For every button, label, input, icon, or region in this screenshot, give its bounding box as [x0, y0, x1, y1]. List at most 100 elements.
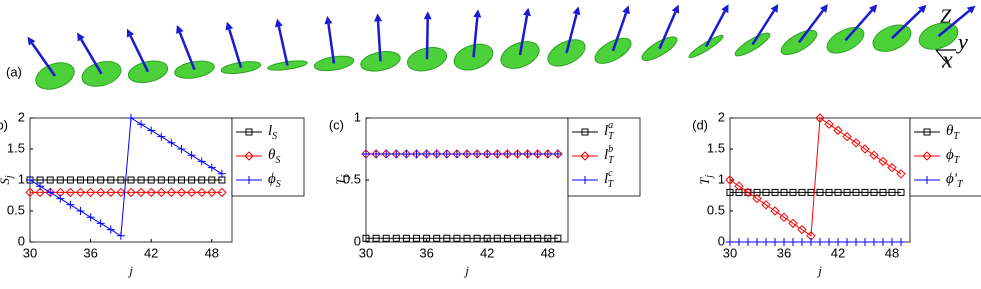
marker [762, 188, 770, 196]
marker [117, 176, 125, 184]
legend: la Tlb Tlc T [567, 117, 641, 197]
marker [116, 187, 126, 198]
label-sub: T [608, 131, 615, 142]
marker [816, 238, 824, 246]
marker [402, 149, 411, 158]
spin-glyph [872, 4, 927, 52]
marker [177, 145, 186, 153]
marker [127, 176, 135, 184]
spin-glyph [547, 6, 586, 67]
marker [815, 113, 825, 123]
arrow-shaft [937, 9, 971, 38]
y-axis-label: Tj [333, 175, 351, 185]
marker [888, 238, 896, 246]
arrow-shaft [129, 35, 150, 73]
marker [887, 162, 897, 173]
marker [580, 151, 590, 161]
spin-glyph [77, 32, 122, 87]
marker [798, 238, 806, 246]
marker [752, 193, 762, 204]
marker [524, 234, 532, 242]
marker [860, 144, 870, 154]
x-axis-label: j [816, 263, 822, 278]
marker [503, 234, 511, 242]
panel-label: (a) [6, 64, 22, 79]
marker [861, 238, 869, 246]
marker [869, 150, 879, 160]
x-tick-label: 42 [831, 245, 845, 260]
marker [66, 176, 74, 184]
marker [95, 187, 106, 198]
marker [147, 176, 155, 184]
legend-label: θT [946, 123, 960, 142]
marker [208, 176, 216, 184]
label-base: θ [268, 147, 276, 163]
label-sub: S [275, 155, 280, 166]
legend-label: lS [268, 123, 277, 142]
label-base: θ [946, 123, 954, 139]
marker [473, 234, 481, 242]
marker [816, 188, 824, 196]
marker [725, 175, 735, 185]
marker [137, 120, 146, 129]
marker [453, 234, 461, 242]
marker [870, 238, 878, 246]
arrow-head [869, 4, 878, 13]
label-sub: S [276, 179, 281, 190]
marker [923, 176, 931, 184]
spin-glyph [267, 18, 308, 71]
marker [771, 238, 779, 246]
marker [789, 238, 797, 246]
label-sub: T [953, 131, 960, 142]
marker [77, 176, 84, 184]
marker [843, 188, 851, 196]
marker [106, 225, 115, 234]
marker [106, 187, 116, 198]
triad-label: Z [940, 6, 952, 28]
marker [554, 234, 562, 242]
marker [166, 187, 177, 198]
arrow-head [324, 15, 333, 25]
marker [753, 188, 761, 196]
marker [897, 238, 905, 246]
y-tick-label: 0 [354, 233, 361, 248]
label-sub: T [608, 155, 615, 166]
legend-label: ϕS [268, 171, 281, 190]
legend-label: la T [604, 120, 615, 142]
marker [761, 200, 771, 210]
label-sub: T [957, 179, 964, 190]
marker [167, 138, 176, 147]
marker [852, 238, 860, 246]
marker [897, 188, 905, 196]
arrow-shaft [327, 23, 336, 64]
marker [362, 234, 370, 242]
spin-glyph [641, 4, 680, 61]
marker [372, 149, 381, 158]
marker [422, 149, 431, 158]
arrow-head [966, 5, 976, 14]
marker [493, 149, 502, 158]
marker [483, 149, 492, 158]
spin-glyph [27, 36, 75, 90]
spin-glyph [734, 4, 779, 57]
legend-label: lb T [604, 144, 615, 166]
arrow-head [374, 13, 383, 22]
marker [25, 187, 35, 198]
marker [392, 149, 401, 158]
spin-glyph [406, 11, 448, 72]
triad-x [935, 49, 947, 63]
marker [878, 156, 888, 167]
marker [581, 128, 589, 136]
label-base: l [604, 123, 608, 139]
label-sup: c [608, 168, 613, 179]
spin-glyph [500, 7, 540, 69]
marker [107, 176, 115, 184]
marker [217, 187, 227, 198]
marker [789, 188, 797, 196]
marker [807, 238, 815, 246]
arrow-shaft [798, 9, 825, 44]
marker [87, 176, 95, 184]
marker [744, 188, 752, 196]
